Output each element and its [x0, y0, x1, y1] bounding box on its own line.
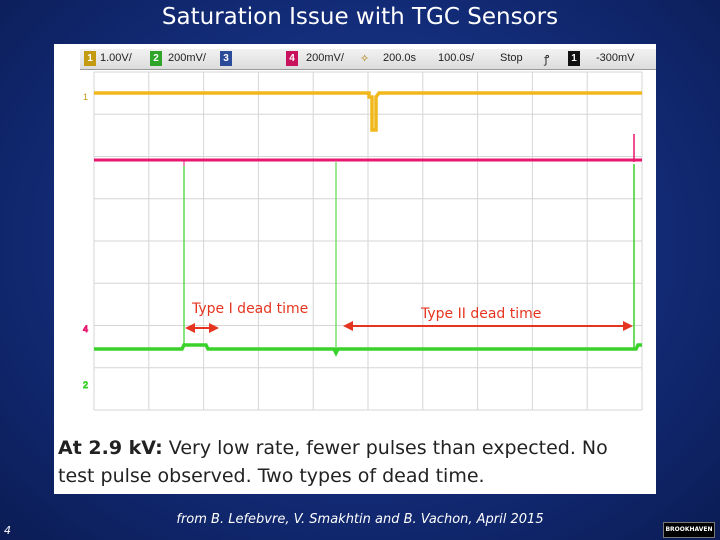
ch1-scale: 1.00V/ — [100, 52, 132, 64]
trigger-level: -300mV — [596, 52, 635, 64]
trigger-channel[interactable]: 1 — [568, 51, 580, 66]
ch3-indicator[interactable]: 3 — [220, 51, 232, 66]
credit-line: from B. Lefebvre, V. Smakhtin and B. Vac… — [176, 512, 544, 527]
caption: At 2.9 kV: Very low rate, fewer pulses t… — [58, 434, 638, 490]
scope-grid — [93, 71, 643, 411]
brookhaven-logo: BROOKHAVEN — [663, 522, 715, 538]
caption-line2: test pulse observed. Two types of dead t… — [58, 465, 485, 487]
ch4-scale: 200mV/ — [306, 52, 344, 64]
timebase: 100.0s/ — [438, 52, 475, 64]
scope-display: 1 4 2 Type I dead time Type II dead time — [80, 70, 656, 416]
slide-title: Saturation Issue with TGC Sensors — [161, 4, 559, 30]
ch4-indicator[interactable]: 4 — [286, 51, 298, 66]
ch2-indicator[interactable]: 2 — [150, 51, 162, 66]
caption-line1: Very low rate, fewer pulses than expecte… — [162, 437, 608, 459]
type1-label: Type I dead time — [191, 301, 308, 317]
ch1-trace — [94, 91, 642, 132]
trigger-slope-icon: ꝭ — [544, 54, 550, 66]
ch2-scale: 200mV/ — [168, 52, 206, 64]
scope-header-bar: 1 1.00V/ 2 200mV/ 3 4 200mV/ ✧ 200.0s 10… — [80, 49, 656, 70]
ch2-marker: 2 — [83, 380, 88, 390]
page-number: 4 — [4, 524, 11, 537]
ch4-marker: 4 — [83, 324, 88, 334]
trigger-position: 200.0s — [383, 52, 417, 64]
ch2-trace — [94, 343, 642, 357]
type2-label: Type II dead time — [420, 306, 541, 322]
ch1-marker: 1 — [83, 92, 88, 102]
run-state[interactable]: Stop — [500, 52, 523, 64]
ch1-indicator[interactable]: 1 — [84, 51, 96, 66]
trigger-position-icon: ✧ — [360, 53, 370, 65]
caption-bold: At 2.9 kV: — [58, 437, 163, 459]
